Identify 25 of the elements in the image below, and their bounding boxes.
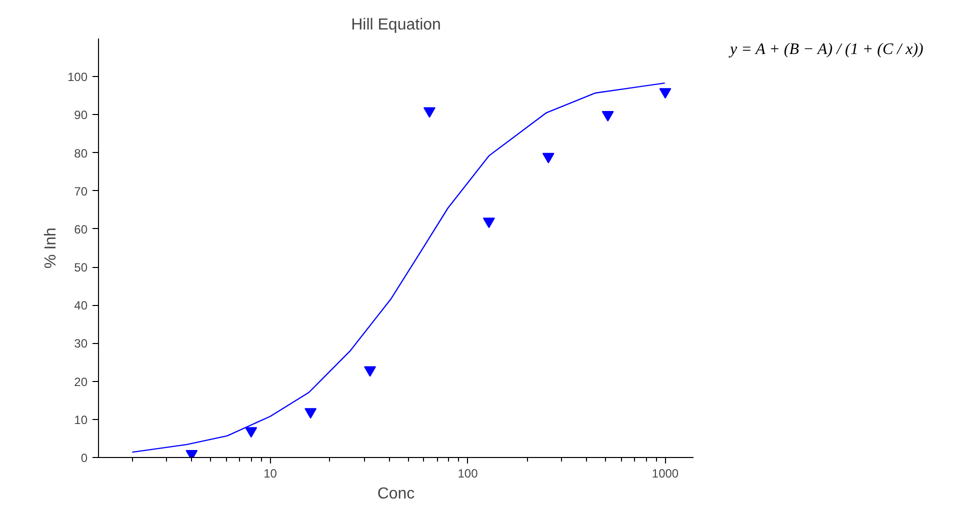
y-tick-label: 0 xyxy=(80,451,88,465)
x-tick-label: 10 xyxy=(264,466,278,480)
point xyxy=(482,218,495,228)
text: y = A + (B − A) / (1 + (C / x)) xyxy=(730,40,924,60)
point xyxy=(542,152,554,164)
y-tick-label: 80 xyxy=(74,146,88,160)
y-tick-label: 90 xyxy=(74,108,88,122)
point xyxy=(423,107,436,118)
point xyxy=(245,427,258,438)
x-tick-label: 100 xyxy=(458,466,478,480)
point xyxy=(304,408,317,419)
y-tick-label: 70 xyxy=(74,184,88,198)
y-axis-title: % Inh xyxy=(42,228,60,268)
y-tick-label: 10 xyxy=(74,412,88,427)
y-tick-label: 40 xyxy=(74,298,88,313)
x-tick-label: 1000 xyxy=(652,466,679,480)
y-tick-label: 100 xyxy=(67,70,88,84)
y-tick-label: 60 xyxy=(74,222,88,236)
chart-title: Hill Equation xyxy=(351,16,441,34)
y-tick-label: 50 xyxy=(74,260,88,275)
y-tick-label: 20 xyxy=(74,374,88,389)
x-axis-title: Conc xyxy=(377,486,415,502)
y-tick-label: 30 xyxy=(74,336,88,351)
point xyxy=(364,366,376,377)
point xyxy=(602,111,614,122)
